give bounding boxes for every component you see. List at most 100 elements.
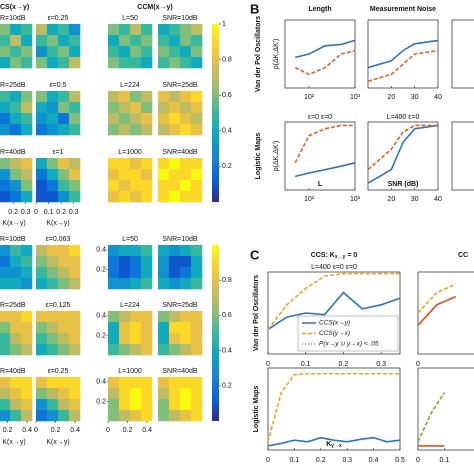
plot-frame [451, 121, 474, 191]
heatmap-cell [180, 388, 192, 400]
series-line [294, 49, 356, 76]
y-tick-label: 0.2 [96, 332, 106, 339]
heatmap-cell [47, 322, 59, 334]
heatmap-cell [169, 46, 181, 58]
heatmap-cell [108, 113, 120, 125]
heatmap-cell [58, 180, 70, 192]
heatmap-cell [58, 377, 70, 389]
map-label: SNR=10dB [162, 236, 198, 243]
heatmap-cell [141, 245, 153, 257]
heatmap-cell [158, 322, 170, 334]
heatmap-cell [119, 344, 131, 356]
heatmap-cell [58, 124, 70, 136]
heatmap-cell [108, 91, 120, 103]
heatmap-cell [47, 180, 59, 192]
heatmap-cell [180, 267, 192, 279]
heatmap-cell [119, 180, 131, 192]
label-part: y→x [331, 443, 342, 449]
heatmap-cell [21, 180, 33, 192]
series-line [367, 124, 438, 171]
heatmap-cell [169, 377, 181, 389]
heatmap-cell [158, 344, 170, 356]
heatmap-cell [36, 158, 48, 170]
x-tick-label: 0.3 [21, 209, 31, 216]
x-tick-label: 0.1 [44, 209, 54, 216]
heatmap-cell [130, 322, 142, 334]
heatmap-cell [0, 267, 11, 279]
heatmap-cell [141, 191, 153, 203]
map-label: SNR=25dB [162, 82, 198, 89]
series-line [417, 283, 457, 314]
heatmap-cell [10, 322, 22, 334]
heatmap-cell [21, 24, 33, 36]
map-label: L=50 [122, 236, 138, 243]
heatmap-cell [36, 399, 48, 411]
x-tick-label: 40 [434, 196, 442, 203]
heatmap-cell [58, 322, 70, 334]
heatmap-cell [36, 256, 48, 268]
x-tick-label: 0.2 [316, 457, 326, 464]
heatmap-cell [21, 410, 33, 422]
heatmap-cell [108, 399, 120, 411]
heatmap-cell [108, 169, 120, 181]
heatmap-cell [0, 245, 11, 257]
heatmap-cell [191, 256, 203, 268]
heatmap-cell [0, 35, 11, 47]
heatmap-cell [119, 256, 131, 268]
x-tick-label: 0.4 [70, 427, 80, 434]
heatmap-cell [21, 344, 33, 356]
heatmap-cell [10, 256, 22, 268]
heatmap-cell [191, 113, 203, 125]
heatmap-cell [0, 180, 11, 192]
heatmap-cell [36, 267, 48, 279]
x-tick-label: 0 [266, 457, 270, 464]
heatmap-cell [69, 158, 81, 170]
heatmap-cell [130, 388, 142, 400]
heatmap-cell [191, 311, 203, 323]
legend-label: CCS(y→x) [319, 330, 350, 337]
heatmap-cell [130, 158, 142, 170]
x-tick-label: 0.2 [123, 427, 133, 434]
x-axis-label: K(x→y) [46, 439, 69, 446]
heatmap-cell [36, 169, 48, 181]
heatmap-cell [108, 267, 120, 279]
heatmap-cell [180, 102, 192, 114]
heatmap-cell [158, 191, 170, 203]
heatmap-cell [191, 102, 203, 114]
heatmap-cell [47, 399, 59, 411]
heatmap-cell [47, 113, 59, 125]
heatmap-cell [180, 344, 192, 356]
heatmap-cell [10, 377, 22, 389]
plot-frame [267, 271, 401, 355]
heatmap-cell [169, 24, 181, 36]
column-header: CCM(x→y) [137, 4, 172, 11]
heatmap-cell [58, 169, 70, 181]
heatmap-cell [191, 377, 203, 389]
map-label: SNR=10dB [162, 15, 198, 22]
heatmap-cell [36, 46, 48, 58]
heatmap-cell [169, 322, 181, 334]
heatmap-cell [169, 124, 181, 136]
heatmap-cell [21, 169, 33, 181]
x-tick-label: 0.3 [69, 209, 79, 216]
heatmap-cell [10, 180, 22, 192]
heatmap-cell [58, 333, 70, 345]
heatmap-cell [180, 169, 192, 181]
heatmap-cell [36, 24, 48, 36]
heatmap-cell [191, 158, 203, 170]
heatmap-cell [141, 169, 153, 181]
heatmap-cell [141, 377, 153, 389]
heatmap-cell [69, 267, 81, 279]
heatmap-cell [191, 124, 203, 136]
heatmap-cell [141, 57, 153, 69]
colorbar-tick-label: 0.6 [222, 312, 232, 319]
annotation: ε=0 ε=0 [308, 114, 332, 121]
x-tick-label: 0.3 [342, 457, 352, 464]
heatmap-cell [169, 256, 181, 268]
heatmap-cell [130, 377, 142, 389]
heatmap-cell [169, 91, 181, 103]
x-tick-label: 0.1 [301, 361, 311, 368]
heatmap-cell [10, 158, 22, 170]
x-tick-label: 0.4 [369, 457, 379, 464]
heatmap-cell [58, 388, 70, 400]
